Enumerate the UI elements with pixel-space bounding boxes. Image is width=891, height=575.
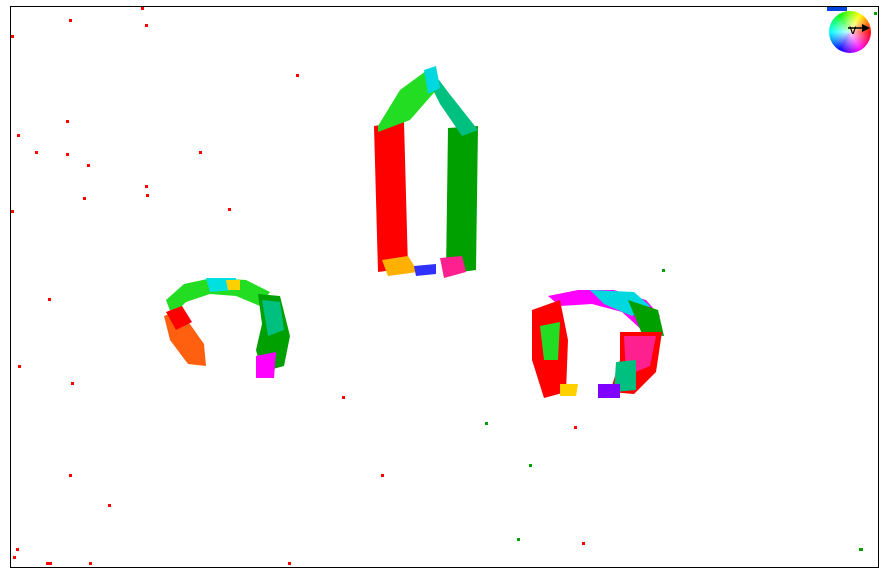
right-ring-top-green [628, 300, 664, 336]
center-arch-top-right [430, 68, 478, 136]
noise-speck [529, 464, 532, 467]
color-wheel-highlight [829, 11, 871, 53]
noise-specks-green [485, 12, 877, 551]
noise-speck [69, 474, 72, 477]
noise-speck [108, 504, 111, 507]
noise-speck [145, 185, 148, 188]
center-arch-left-leg [374, 122, 408, 272]
color-wheel-icon [829, 11, 871, 53]
center-arch-top-left [378, 68, 438, 132]
direction-label: v [849, 23, 857, 38]
right-ring-left-green [540, 322, 560, 360]
noise-speck [66, 120, 69, 123]
noise-speck [16, 548, 19, 551]
left-ring-left-red [166, 306, 192, 330]
noise-specks [11, 7, 585, 565]
right-ring-base-violet [598, 384, 620, 398]
noise-speck [517, 538, 520, 541]
noise-speck [87, 164, 90, 167]
left-ring-right-teal [262, 300, 284, 336]
noise-speck [574, 426, 577, 429]
left-ring-base-pink [256, 352, 276, 378]
noise-speck [228, 208, 231, 211]
legend-top-bar [827, 7, 847, 11]
noise-speck [48, 298, 51, 301]
center-arch-right-leg [446, 126, 478, 274]
right-ring-shape [532, 290, 664, 398]
noise-speck [145, 24, 148, 27]
noise-speck [662, 269, 665, 272]
center-arch-tip [424, 66, 440, 94]
center-arch-shape [374, 66, 478, 278]
noise-speck [13, 556, 16, 559]
noise-speck [582, 542, 585, 545]
center-arch-base-mid [414, 264, 436, 276]
noise-speck [146, 194, 149, 197]
noise-speck [18, 365, 21, 368]
noise-speck [199, 151, 202, 154]
noise-speck [89, 562, 92, 565]
noise-speck [71, 382, 74, 385]
left-ring-top-arc [166, 278, 270, 316]
noise-speck [17, 134, 20, 137]
left-ring-top-yellow [226, 280, 240, 290]
noise-speck [296, 74, 299, 77]
noise-speck [381, 474, 384, 477]
noise-speck [342, 396, 345, 399]
left-ring-shape [164, 278, 290, 378]
noise-speck [859, 548, 863, 551]
noise-speck [35, 151, 38, 154]
noise-speck [485, 422, 488, 425]
noise-speck [83, 197, 86, 200]
noise-speck [141, 7, 144, 10]
right-ring-base-yellow [560, 384, 578, 396]
direction-arrow-icon [848, 24, 870, 32]
noise-speck [69, 19, 72, 22]
noise-speck [11, 35, 14, 38]
noise-speck [11, 210, 14, 213]
noise-speck [874, 12, 877, 15]
noise-speck [288, 562, 291, 565]
noise-speck [46, 562, 52, 565]
center-arch-base-right [440, 256, 466, 278]
noise-speck [66, 153, 69, 156]
center-arch-base-left [382, 256, 418, 276]
